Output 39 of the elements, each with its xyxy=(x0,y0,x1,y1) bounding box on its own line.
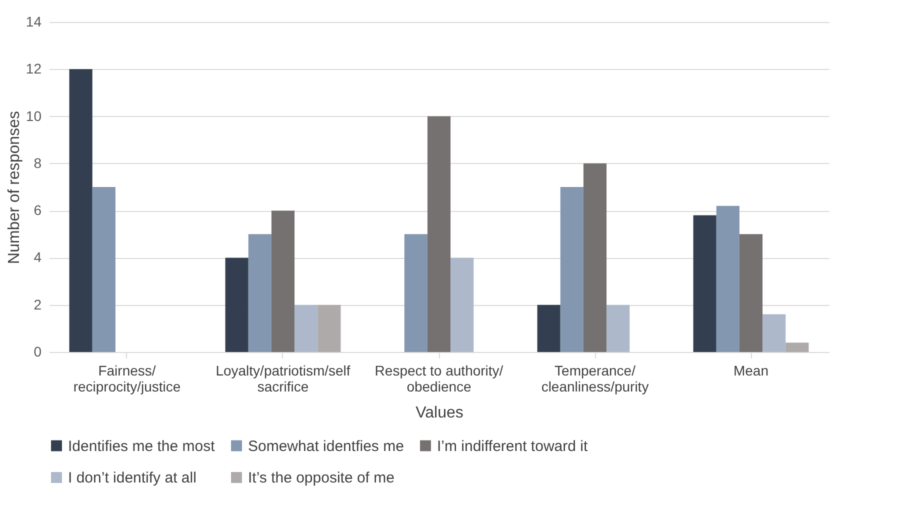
bar xyxy=(560,187,584,352)
bar xyxy=(225,258,248,352)
legend-label: I don’t identify at all xyxy=(68,470,196,486)
y-tick-label: 2 xyxy=(34,296,42,312)
bar xyxy=(786,342,809,352)
bar xyxy=(92,187,116,352)
bar xyxy=(248,234,272,352)
x-tick-label: Respect to authority/ obedience xyxy=(374,362,504,394)
bar xyxy=(404,234,428,352)
y-tick-label: 4 xyxy=(34,249,42,266)
x-tick-label: Mean xyxy=(733,362,769,378)
x-axis-title: Values xyxy=(416,404,464,422)
bar xyxy=(762,314,786,352)
bar xyxy=(427,116,451,352)
bar xyxy=(537,304,560,352)
bar xyxy=(716,206,740,352)
y-tick-label: 10 xyxy=(26,108,42,124)
y-tick-label: 0 xyxy=(34,344,42,360)
y-tick-label: 8 xyxy=(34,154,42,171)
bar xyxy=(693,215,716,352)
y-axis-title: Number of responses xyxy=(6,111,23,264)
bar xyxy=(69,69,92,352)
legend-label: Somewhat identfies me xyxy=(248,438,404,455)
y-tick-label: 12 xyxy=(26,60,42,77)
bar xyxy=(739,234,763,352)
x-tick-label: Fairness/ reciprocity/justice xyxy=(73,362,181,394)
bar xyxy=(294,304,318,352)
bar xyxy=(318,304,341,352)
legend-label: Identifies me the most xyxy=(68,438,216,455)
x-tick-label: Temperance/ cleanliness/purity xyxy=(541,362,649,394)
y-tick-label: 6 xyxy=(34,202,42,218)
y-tick-label: 14 xyxy=(26,14,42,30)
bar xyxy=(606,304,630,352)
legend-label: I’m indifferent toward it xyxy=(437,438,588,455)
bar xyxy=(271,210,295,352)
bar xyxy=(450,258,474,352)
x-tick-label: Loyalty/patriotism/self sacrifice xyxy=(216,362,350,394)
bar xyxy=(583,163,607,352)
legend-label: It’s the opposite of me xyxy=(248,470,394,486)
